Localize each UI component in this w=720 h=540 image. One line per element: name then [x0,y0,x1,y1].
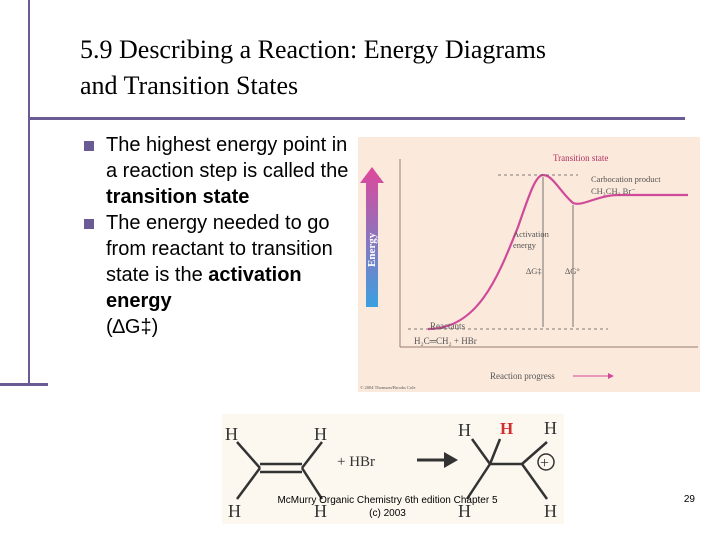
copyright-note: © 2004 Thomson/Brooks Cole [360,385,415,390]
atom-h-4: H [314,501,327,521]
reactants-label: Reactants [430,321,465,331]
carbocation-formula: CH₃CH₂ Br⁻ [591,186,636,196]
reaction-arrow-icon [444,452,458,468]
page-number: 29 [683,494,695,505]
atom-h-2: H [314,424,327,444]
atom-h-6: H [544,418,557,438]
bullet-list: The highest energy point in a reaction s… [82,132,357,340]
energy-curve [427,173,688,331]
atom-h-8: H [544,501,557,521]
bullet-transition-state: The highest energy point in a reaction s… [82,132,357,210]
left-accent-bar [28,0,30,385]
activation-label-1: Activation [513,229,550,239]
energy-axis-label: Energy [366,232,378,267]
atom-h-1: H [225,424,238,444]
atom-h-5: H [458,420,471,440]
reactants-formula: H₂C═CH₂ + HBr [414,336,477,346]
footer: McMurry Organic Chemistry 6th edition Ch… [255,494,520,520]
carbocation-product-label: Carbocation product [591,174,661,184]
title-line-2: and Transition States [80,71,299,100]
bullet-activation-energy: The energy needed to go from reactant to… [82,210,357,340]
atom-h-added: H [500,419,513,438]
x-axis-label: Reaction progress [490,371,555,381]
energy-arrow-icon [360,167,384,307]
atom-h-7: H [458,501,471,521]
slide-title: 5.9 Describing a Reaction: Energy Diagra… [80,32,700,104]
energy-diagram: Energy Transition state Carbocation prod… [358,137,700,392]
plus-charge: + [540,455,549,472]
atom-h-3: H [228,501,241,521]
transition-state-label: Transition state [553,153,608,163]
positive-charge-icon [537,453,555,471]
footer-line-2: (c) 2003 [369,508,406,519]
reaction-scheme: H H H H + HBr H H H H H + [222,414,564,524]
footer-line-1: McMurry Organic Chemistry 6th edition Ch… [277,495,498,506]
title-line-1: 5.9 Describing a Reaction: Energy Diagra… [80,35,546,64]
reagent-hbr: + HBr [337,454,375,470]
activation-label-2: energy [513,240,537,250]
left-accent-foot [0,383,48,386]
title-rule [30,117,685,120]
delta-g-double-dagger: ∆G‡ [526,266,542,276]
delta-g-degree: ∆G° [565,266,580,276]
